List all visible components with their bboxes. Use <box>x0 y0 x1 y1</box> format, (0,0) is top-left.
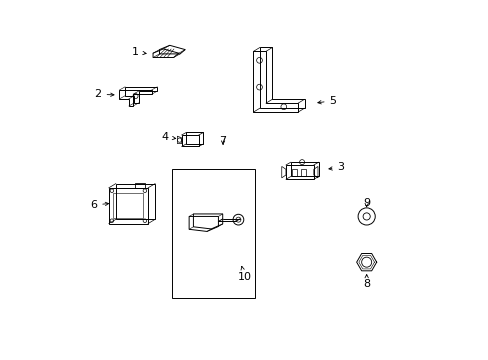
Text: 2: 2 <box>94 89 114 99</box>
Text: 6: 6 <box>90 200 108 210</box>
Text: 9: 9 <box>363 198 369 208</box>
Text: 4: 4 <box>162 132 175 142</box>
Text: 10: 10 <box>237 266 251 282</box>
Text: 5: 5 <box>317 96 336 106</box>
Text: 3: 3 <box>328 162 344 172</box>
Text: 7: 7 <box>219 136 226 147</box>
Bar <box>301 169 305 176</box>
Bar <box>172 169 254 298</box>
Bar <box>291 169 297 176</box>
Text: 1: 1 <box>132 47 146 57</box>
Bar <box>113 193 143 218</box>
Text: 8: 8 <box>363 275 369 289</box>
